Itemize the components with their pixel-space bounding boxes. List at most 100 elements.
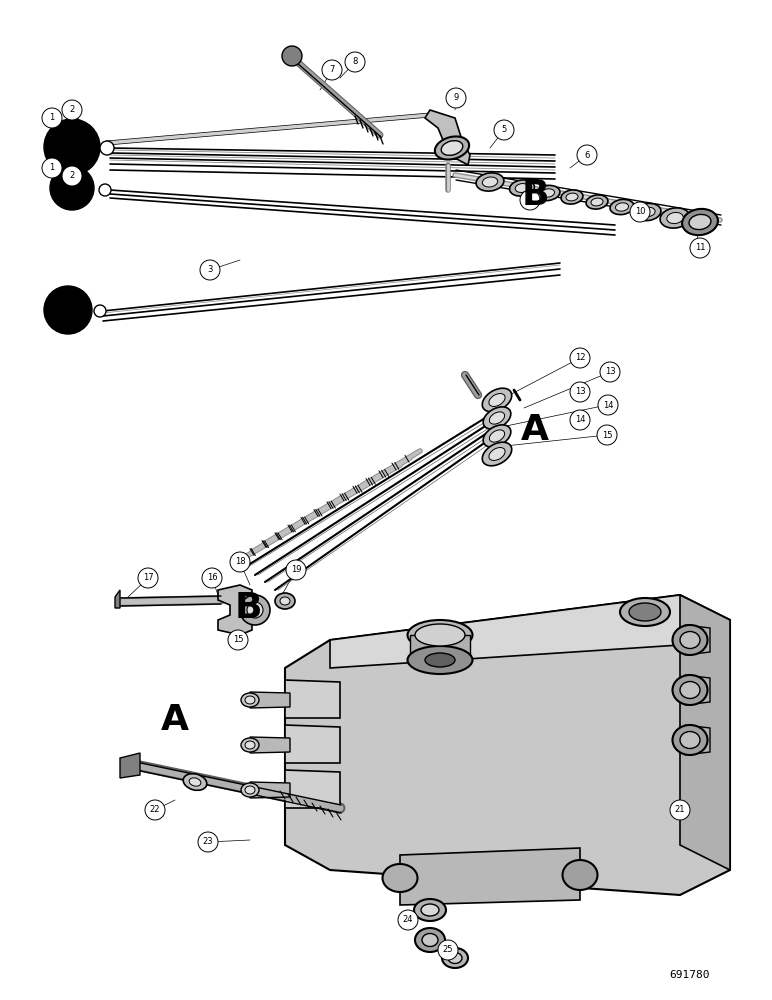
Circle shape [570, 348, 590, 368]
Ellipse shape [680, 732, 700, 748]
Ellipse shape [442, 948, 468, 968]
Ellipse shape [482, 177, 498, 187]
Ellipse shape [408, 620, 472, 650]
Circle shape [520, 190, 540, 210]
Circle shape [438, 940, 458, 960]
Ellipse shape [672, 675, 707, 705]
Ellipse shape [561, 190, 583, 204]
Text: A: A [521, 413, 549, 447]
Text: 18: 18 [235, 558, 245, 566]
Circle shape [228, 630, 248, 650]
Circle shape [286, 560, 306, 580]
Ellipse shape [245, 786, 255, 794]
Ellipse shape [435, 136, 469, 160]
Ellipse shape [476, 173, 504, 191]
Ellipse shape [280, 597, 290, 605]
Text: 2: 2 [69, 105, 75, 114]
Text: 21: 21 [675, 806, 686, 814]
Ellipse shape [510, 180, 534, 196]
Ellipse shape [240, 595, 270, 625]
Text: 6: 6 [584, 150, 590, 159]
Ellipse shape [275, 593, 295, 609]
Circle shape [198, 832, 218, 852]
Circle shape [690, 238, 710, 258]
Text: 16: 16 [207, 574, 217, 582]
Ellipse shape [482, 442, 512, 466]
Ellipse shape [563, 860, 598, 890]
Ellipse shape [620, 598, 670, 626]
Circle shape [446, 88, 466, 108]
Text: 9: 9 [453, 94, 459, 103]
Text: 10: 10 [635, 208, 645, 217]
Polygon shape [115, 590, 120, 608]
Text: 3: 3 [208, 265, 213, 274]
Text: 15: 15 [232, 636, 243, 645]
Polygon shape [285, 770, 340, 808]
Circle shape [282, 46, 302, 66]
Ellipse shape [245, 741, 255, 749]
Circle shape [99, 184, 111, 196]
Polygon shape [425, 110, 470, 165]
Text: B: B [521, 178, 549, 212]
Circle shape [570, 410, 590, 430]
Polygon shape [285, 595, 730, 895]
Ellipse shape [660, 208, 690, 228]
Ellipse shape [415, 928, 445, 952]
Text: 8: 8 [352, 57, 357, 66]
Ellipse shape [682, 209, 718, 235]
Ellipse shape [241, 783, 259, 797]
Ellipse shape [489, 412, 505, 424]
Polygon shape [685, 725, 710, 755]
Polygon shape [685, 675, 710, 705]
Ellipse shape [680, 682, 700, 698]
Polygon shape [218, 585, 252, 635]
Circle shape [200, 260, 220, 280]
Text: A: A [161, 703, 189, 737]
Circle shape [598, 395, 618, 415]
Circle shape [62, 100, 82, 120]
Circle shape [322, 60, 342, 80]
Circle shape [42, 108, 62, 128]
Polygon shape [285, 725, 340, 763]
Text: 5: 5 [501, 125, 506, 134]
Circle shape [597, 425, 617, 445]
Circle shape [94, 305, 106, 317]
Polygon shape [285, 680, 340, 718]
Ellipse shape [541, 189, 554, 197]
Circle shape [570, 382, 590, 402]
Ellipse shape [421, 904, 439, 916]
Circle shape [230, 552, 250, 572]
Circle shape [44, 286, 92, 334]
Ellipse shape [415, 624, 465, 646]
Text: 691780: 691780 [670, 970, 710, 980]
Polygon shape [250, 692, 290, 708]
Polygon shape [410, 635, 470, 660]
Text: 24: 24 [403, 916, 413, 924]
Text: 1: 1 [49, 113, 55, 122]
Polygon shape [120, 753, 140, 778]
Ellipse shape [629, 603, 661, 621]
Text: 19: 19 [291, 566, 301, 574]
Ellipse shape [483, 425, 511, 447]
Circle shape [398, 910, 418, 930]
Circle shape [577, 145, 597, 165]
Text: 15: 15 [601, 430, 612, 440]
Text: 22: 22 [150, 806, 161, 814]
Text: B: B [234, 591, 262, 625]
Ellipse shape [414, 899, 446, 921]
Circle shape [42, 158, 62, 178]
Ellipse shape [566, 193, 578, 201]
Text: 7: 7 [330, 66, 335, 75]
Circle shape [494, 120, 514, 140]
Text: 1: 1 [49, 163, 55, 172]
Text: 14: 14 [574, 416, 585, 424]
Ellipse shape [667, 212, 683, 224]
Ellipse shape [183, 774, 207, 790]
Ellipse shape [483, 407, 511, 429]
Ellipse shape [586, 195, 608, 209]
Ellipse shape [241, 738, 259, 752]
Ellipse shape [672, 625, 707, 655]
Ellipse shape [489, 394, 505, 406]
Ellipse shape [189, 778, 201, 786]
Text: 23: 23 [203, 838, 213, 846]
